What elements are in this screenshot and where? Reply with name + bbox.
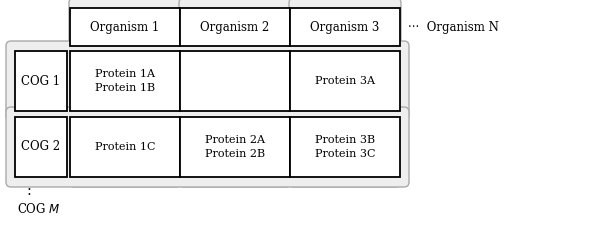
Text: COG $M$: COG $M$	[17, 202, 61, 216]
Bar	[180, 117, 290, 177]
Text: COG 1: COG 1	[22, 74, 61, 87]
Text: Organism 1: Organism 1	[91, 20, 160, 33]
FancyBboxPatch shape	[6, 107, 409, 187]
Bar	[180, 51, 290, 111]
Text: :: :	[26, 184, 31, 198]
Bar	[70, 51, 180, 111]
Bar	[180, 8, 290, 46]
Text: Organism 2: Organism 2	[200, 20, 269, 33]
FancyBboxPatch shape	[289, 0, 401, 187]
Bar	[290, 117, 400, 177]
Bar	[290, 51, 400, 111]
Bar	[15, 117, 67, 177]
Text: COG 2: COG 2	[22, 141, 61, 154]
Text: Organism 3: Organism 3	[310, 20, 380, 33]
Text: Protein 1C: Protein 1C	[95, 142, 155, 152]
Text: Protein 3A: Protein 3A	[315, 76, 375, 86]
FancyBboxPatch shape	[6, 41, 409, 121]
Text: Protein 2A
Protein 2B: Protein 2A Protein 2B	[205, 135, 265, 159]
Bar	[15, 51, 67, 111]
Text: Protein 3B
Protein 3C: Protein 3B Protein 3C	[315, 135, 375, 159]
FancyBboxPatch shape	[69, 0, 181, 187]
Bar	[70, 8, 180, 46]
Text: Protein 1A
Protein 1B: Protein 1A Protein 1B	[95, 69, 155, 93]
Bar	[70, 117, 180, 177]
Bar	[290, 8, 400, 46]
FancyBboxPatch shape	[179, 0, 291, 187]
Text: ···  Organism N: ··· Organism N	[408, 20, 499, 33]
